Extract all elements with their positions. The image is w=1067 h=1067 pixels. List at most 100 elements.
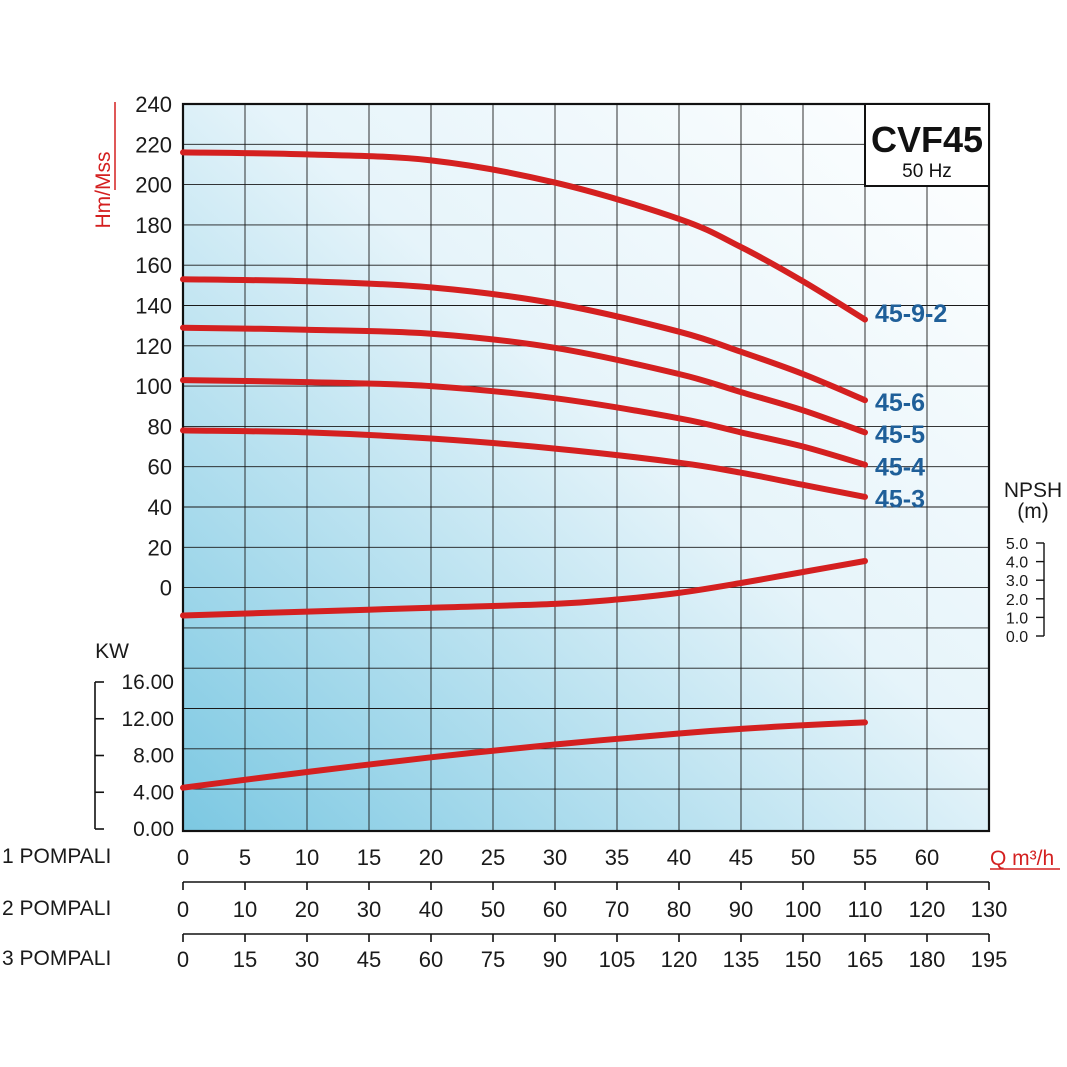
x-row-label: 3 POMPALI bbox=[2, 947, 111, 970]
head-tick-label: 140 bbox=[135, 294, 172, 319]
head-tick-label: 120 bbox=[135, 334, 172, 359]
title-box-frame bbox=[864, 103, 990, 187]
x-row-tick-label: 55 bbox=[853, 845, 877, 870]
npsh-tick-label: 1.0 bbox=[1006, 610, 1028, 627]
x-row-tick-label: 60 bbox=[419, 947, 443, 972]
x-row-tick-label: 100 bbox=[785, 897, 822, 922]
power-tick-label: 8.00 bbox=[133, 745, 174, 768]
head-curve-45-9-2 bbox=[180, 149, 868, 323]
x-row-tick-label: 30 bbox=[543, 845, 567, 870]
x-row-label: 2 POMPALI bbox=[2, 897, 111, 920]
x-row-tick-label: 70 bbox=[605, 897, 629, 922]
x-row-tick-label: 10 bbox=[295, 845, 319, 870]
x-row-tick-label: 60 bbox=[915, 845, 939, 870]
npsh-tick-label: 0.0 bbox=[1006, 629, 1028, 646]
x-row-tick-label: 15 bbox=[233, 947, 257, 972]
x-axis-rows: 1 POMPALI 0 5 10 15 20 25 30 35 40 45 50 55 60 2 POMPA… bbox=[2, 845, 1007, 972]
x-row-tick-label: 180 bbox=[909, 947, 946, 972]
plot-background bbox=[183, 104, 989, 831]
power-tick-label: 4.00 bbox=[133, 781, 174, 804]
title-box: CVF45 50 Hz bbox=[864, 103, 990, 187]
head-curve-45-4 bbox=[180, 377, 868, 468]
x-row-tick-label: 75 bbox=[481, 947, 505, 972]
head-tick-label: 60 bbox=[148, 455, 172, 480]
plot-frame bbox=[181, 102, 991, 833]
x-row-tick-label: 120 bbox=[909, 897, 946, 922]
npsh-tick-label: 3.0 bbox=[1006, 573, 1028, 590]
x-row-tick-label: 60 bbox=[543, 897, 567, 922]
x-axis-label: Q m³/h bbox=[990, 847, 1054, 870]
grid-lines bbox=[183, 104, 989, 831]
power-curve bbox=[180, 719, 868, 791]
power-tick-label: 16.00 bbox=[121, 671, 174, 694]
head-tick-label: 200 bbox=[135, 173, 172, 198]
x-row-tick-label: 150 bbox=[785, 947, 822, 972]
x-row-tick-label: 110 bbox=[847, 897, 882, 922]
head-tick-label: 180 bbox=[135, 213, 172, 238]
x-row-tick-label: 10 bbox=[233, 897, 257, 922]
x-row-tick-label: 20 bbox=[295, 897, 319, 922]
x-row-tick-label: 135 bbox=[723, 947, 760, 972]
x-row-tick-label: 90 bbox=[543, 947, 567, 972]
x-row-tick-label: 120 bbox=[661, 947, 698, 972]
x-row-tick-label: 80 bbox=[667, 897, 691, 922]
x-row-tick-label: 165 bbox=[847, 947, 884, 972]
head-curve-45-3 bbox=[180, 427, 868, 500]
x-row-tick-label: 15 bbox=[357, 845, 381, 870]
head-tick-label: 240 bbox=[135, 92, 172, 117]
npsh-tick-label: 4.0 bbox=[1006, 555, 1028, 572]
npsh-curve bbox=[180, 558, 868, 619]
series-label: 45-4 bbox=[875, 453, 925, 481]
head-tick-label: 220 bbox=[135, 132, 172, 157]
x-row-tick-label: 45 bbox=[729, 845, 753, 870]
x-row-tick-label: 50 bbox=[791, 845, 815, 870]
power-axis-label: KW bbox=[95, 640, 129, 663]
x-row-tick-label: 30 bbox=[357, 897, 381, 922]
x-row-tick-label: 35 bbox=[605, 845, 629, 870]
x-row-tick-label: 90 bbox=[729, 897, 753, 922]
series-label: 45-3 bbox=[875, 486, 925, 514]
x-row-tick-label: 50 bbox=[481, 897, 505, 922]
head-tick-label: 80 bbox=[148, 414, 172, 439]
power-axis: 16.00 12.00 8.00 4.00 0.00 bbox=[94, 671, 174, 841]
x-row-tick-label: 105 bbox=[599, 947, 636, 972]
curves bbox=[180, 149, 868, 791]
power-tick-label: 12.00 bbox=[121, 708, 174, 731]
head-tick-label: 0 bbox=[160, 576, 172, 601]
x-row-label: 1 POMPALI bbox=[2, 845, 111, 868]
x-row-tick-label: 45 bbox=[357, 947, 381, 972]
chart-title: CVF45 bbox=[871, 119, 983, 160]
x-row-tick-label: 0 bbox=[177, 897, 189, 922]
npsh-unit-label: (m) bbox=[1017, 500, 1048, 523]
head-tick-label: 20 bbox=[148, 535, 172, 560]
y-axis-label: Hm/Mss bbox=[92, 152, 115, 229]
npsh-label: NPSH bbox=[1004, 479, 1062, 502]
head-curve-45-5 bbox=[180, 324, 868, 436]
x-row-tick-label: 20 bbox=[419, 845, 443, 870]
head-curve-45-6 bbox=[180, 276, 868, 404]
npsh-tick-label: 5.0 bbox=[1006, 536, 1028, 553]
power-tick-label: 0.00 bbox=[133, 818, 174, 841]
series-labels: 45-9-2 45-6 45-5 45-4 45-3 bbox=[875, 300, 947, 513]
x-row-tick-label: 195 bbox=[971, 947, 1008, 972]
x-row-tick-label: 5 bbox=[239, 845, 251, 870]
head-tick-label: 160 bbox=[135, 253, 172, 278]
x-row-tick-label: 130 bbox=[971, 897, 1008, 922]
npsh-tick-label: 2.0 bbox=[1006, 592, 1028, 609]
x-row-tick-label: 0 bbox=[177, 845, 189, 870]
head-tick-label: 40 bbox=[148, 495, 172, 520]
series-label: 45-5 bbox=[875, 421, 925, 449]
x-row-tick-label: 40 bbox=[419, 897, 443, 922]
x-row-tick-label: 0 bbox=[177, 947, 189, 972]
series-label: 45-9-2 bbox=[875, 300, 947, 328]
series-label: 45-6 bbox=[875, 389, 925, 417]
head-tick-label: 100 bbox=[135, 374, 172, 399]
chart-subtitle: 50 Hz bbox=[902, 161, 952, 182]
npsh-axis: 5.0 4.03.0 2.01.0 0.0 bbox=[1006, 536, 1045, 646]
x-row-tick-label: 25 bbox=[481, 845, 505, 870]
plot-border bbox=[181, 102, 991, 833]
x-row-tick-label: 40 bbox=[667, 845, 691, 870]
x-row-tick-label: 30 bbox=[295, 947, 319, 972]
